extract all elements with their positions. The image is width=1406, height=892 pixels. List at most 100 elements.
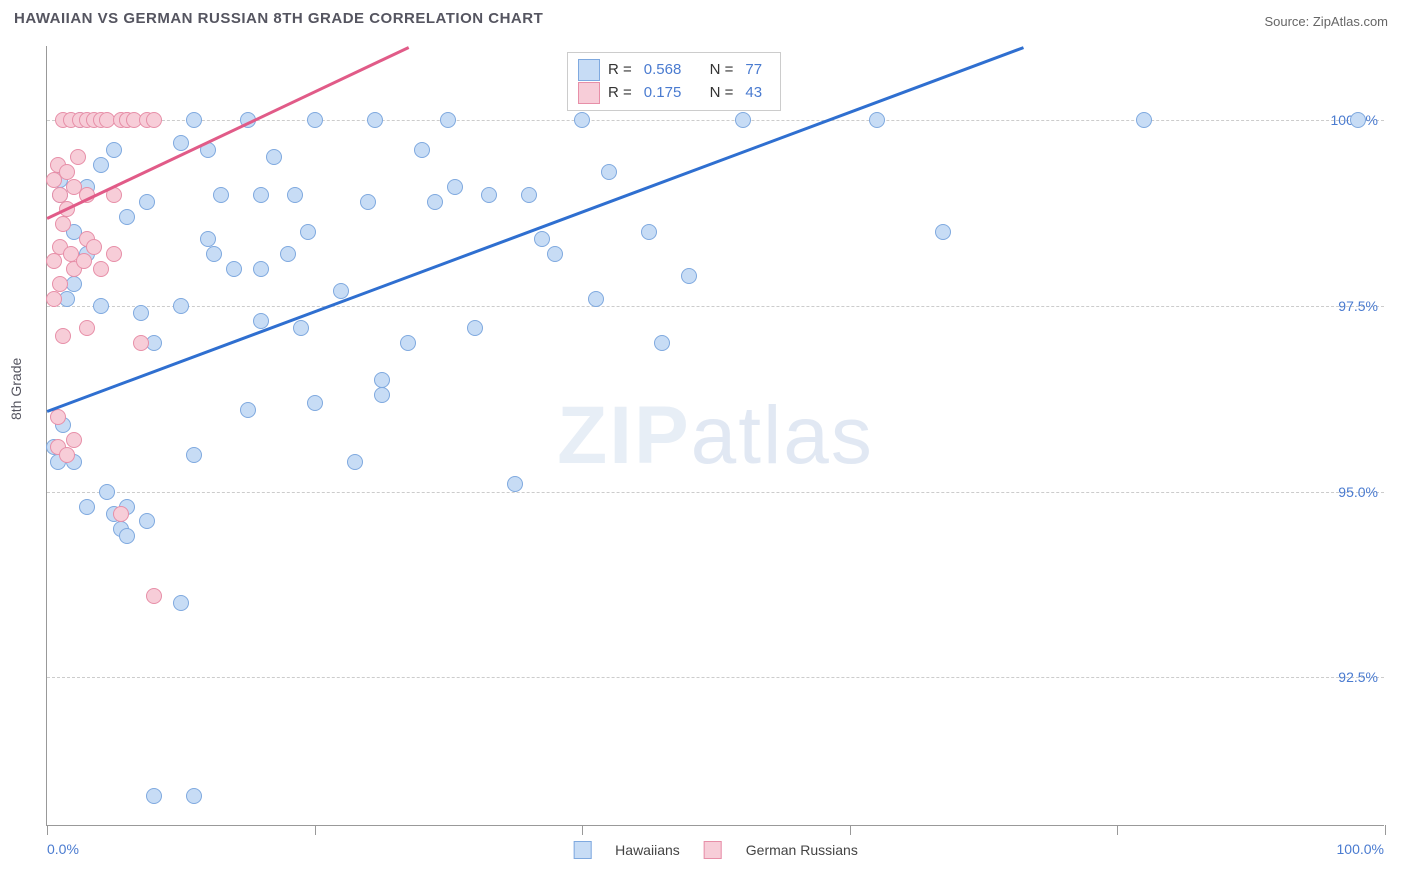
data-point [55,216,71,232]
data-point [293,320,309,336]
gridline [47,492,1384,493]
r-label: R = [608,82,632,105]
data-point [467,320,483,336]
x-tick [315,825,316,835]
data-point [93,261,109,277]
data-point [213,187,229,203]
data-point [133,305,149,321]
data-point [1136,112,1152,128]
watermark-bold: ZIP [557,390,691,481]
data-point [66,432,82,448]
data-point [588,291,604,307]
data-point [307,395,323,411]
data-point [307,112,323,128]
x-tick [1385,825,1386,835]
data-point [139,513,155,529]
scatter-plot-area: ZIPatlas R = 0.568 N = 77 R = 0.175 N = … [46,46,1384,826]
data-point [186,112,202,128]
data-point [119,209,135,225]
data-point [601,164,617,180]
data-point [55,328,71,344]
data-point [374,372,390,388]
data-point [106,246,122,262]
data-point [333,283,349,299]
data-point [106,142,122,158]
data-point [507,476,523,492]
data-point [414,142,430,158]
x-tick [1117,825,1118,835]
data-point [641,224,657,240]
chart-title: HAWAIIAN VS GERMAN RUSSIAN 8TH GRADE COR… [14,10,543,27]
data-point [654,335,670,351]
data-point [367,112,383,128]
legend-row-hawaiians: R = 0.568 N = 77 [578,59,766,82]
data-point [186,788,202,804]
data-point [186,447,202,463]
data-point [447,179,463,195]
data-point [547,246,563,262]
data-point [481,187,497,203]
swatch-german-russians [578,82,600,104]
r-value-hawaiians: 0.568 [640,59,686,82]
data-point [240,402,256,418]
data-point [735,112,751,128]
data-point [681,268,697,284]
legend-row-german-russians: R = 0.175 N = 43 [578,82,766,105]
watermark-light: atlas [691,390,874,481]
data-point [347,454,363,470]
data-point [226,261,242,277]
series-legend: Hawaiians German Russians [573,841,858,859]
x-tick-label-max: 100.0% [1337,841,1384,857]
legend-label-hawaiians: Hawaiians [615,842,680,858]
swatch-german-russians-bottom [704,841,722,859]
data-point [70,149,86,165]
data-point [427,194,443,210]
data-point [146,112,162,128]
data-point [59,447,75,463]
data-point [139,194,155,210]
x-tick [850,825,851,835]
data-point [146,588,162,604]
x-tick-label-min: 0.0% [47,841,79,857]
data-point [935,224,951,240]
r-value-german-russians: 0.175 [640,82,686,105]
data-point [534,231,550,247]
correlation-legend: R = 0.568 N = 77 R = 0.175 N = 43 [567,52,781,111]
data-point [93,298,109,314]
data-point [253,313,269,329]
n-value-hawaiians: 77 [741,59,766,82]
gridline [47,306,1384,307]
data-point [119,528,135,544]
r-label: R = [608,59,632,82]
data-point [146,788,162,804]
data-point [46,291,62,307]
data-point [287,187,303,203]
data-point [50,409,66,425]
data-point [59,164,75,180]
watermark: ZIPatlas [557,389,874,483]
data-point [266,149,282,165]
data-point [200,231,216,247]
data-point [206,246,222,262]
data-point [79,499,95,515]
trend-line [47,46,1025,412]
y-tick-label: 92.5% [1338,669,1378,685]
data-point [280,246,296,262]
y-tick-label: 95.0% [1338,484,1378,500]
data-point [86,239,102,255]
n-value-german-russians: 43 [741,82,766,105]
data-point [440,112,456,128]
data-point [253,261,269,277]
data-point [93,157,109,173]
data-point [360,194,376,210]
data-point [133,335,149,351]
data-point [79,320,95,336]
data-point [1350,112,1366,128]
source-attribution: Source: ZipAtlas.com [1264,14,1388,29]
legend-label-german-russians: German Russians [746,842,858,858]
data-point [52,276,68,292]
swatch-hawaiians-bottom [573,841,591,859]
data-point [574,112,590,128]
data-point [46,253,62,269]
data-point [253,187,269,203]
